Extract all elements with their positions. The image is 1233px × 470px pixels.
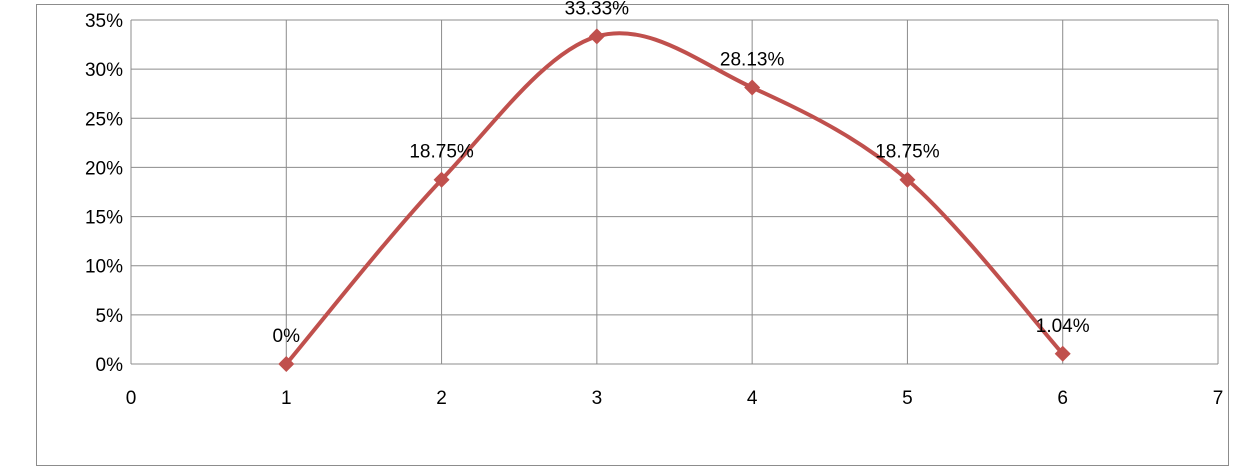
y-tick-label: 30% xyxy=(85,60,123,81)
series-line xyxy=(284,31,1065,366)
y-tick-label: 10% xyxy=(85,257,123,278)
y-tick-label: 35% xyxy=(85,11,123,32)
x-tick-label: 5 xyxy=(902,388,913,409)
data-label: 33.33% xyxy=(565,0,630,19)
data-point-marker xyxy=(433,171,450,188)
x-tick-label: 0 xyxy=(126,388,137,409)
data-label: 1.04% xyxy=(1036,316,1090,337)
x-tick-label: 2 xyxy=(436,388,447,409)
data-label: 18.75% xyxy=(875,142,940,163)
x-tick-label: 6 xyxy=(1057,388,1068,409)
x-tick-label: 1 xyxy=(281,388,292,409)
gridlines xyxy=(130,19,1219,365)
y-tick-label: 5% xyxy=(96,306,124,327)
data-point-marker xyxy=(744,79,761,96)
data-point-marker xyxy=(1054,345,1071,362)
y-tick-label: 20% xyxy=(85,158,123,179)
data-label: 18.75% xyxy=(409,142,474,163)
data-point-marker xyxy=(278,356,295,372)
data-label: 0% xyxy=(273,326,301,347)
data-point-marker xyxy=(588,28,605,45)
x-tick-label: 7 xyxy=(1213,388,1224,409)
y-tick-label: 0% xyxy=(96,355,124,376)
data-labels: 0% 18.75% 33.33% 28.13% 18.75% 1.04% xyxy=(273,0,1090,347)
x-tick-label: 4 xyxy=(747,388,758,409)
data-point-marker xyxy=(899,171,916,188)
y-tick-label: 15% xyxy=(85,208,123,229)
x-tick-label: 3 xyxy=(592,388,603,409)
data-series xyxy=(278,28,1071,372)
chart-area xyxy=(36,4,1229,466)
axis-ticks: 0% 5% 10% 15% 20% 25% 30% 35% 0 1 2 3 4 5 6 7 xyxy=(85,11,1223,409)
y-tick-label: 25% xyxy=(85,109,123,130)
data-label: 28.13% xyxy=(720,50,785,71)
